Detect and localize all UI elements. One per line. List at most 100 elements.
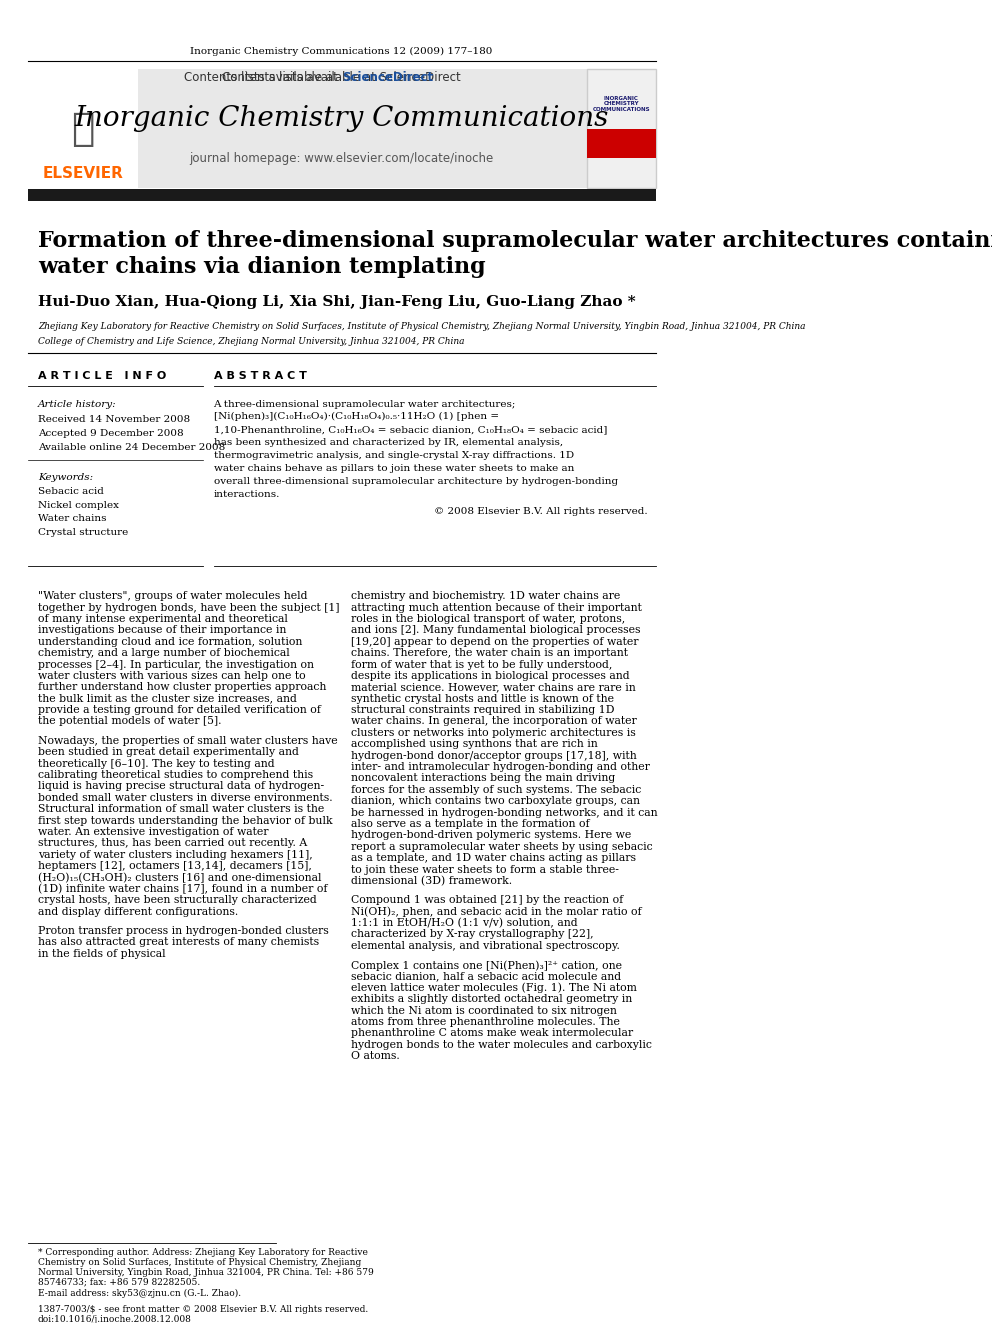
Text: be harnessed in hydrogen-bonding networks, and it can: be harnessed in hydrogen-bonding network… xyxy=(351,807,658,818)
Text: water. An extensive investigation of water: water. An extensive investigation of wat… xyxy=(38,827,269,837)
Text: Formation of three-dimensional supramolecular water architectures containing 1D: Formation of three-dimensional supramole… xyxy=(38,230,992,251)
Text: theoretically [6–10]. The key to testing and: theoretically [6–10]. The key to testing… xyxy=(38,758,275,769)
Text: (H₂O)₁₅(CH₃OH)₂ clusters [16] and one-dimensional: (H₂O)₁₅(CH₃OH)₂ clusters [16] and one-di… xyxy=(38,872,321,882)
Text: overall three-dimensional supramolecular architecture by hydrogen-bonding: overall three-dimensional supramolecular… xyxy=(213,476,618,486)
Text: form of water that is yet to be fully understood,: form of water that is yet to be fully un… xyxy=(351,660,613,669)
Text: structural constraints required in stabilizing 1D: structural constraints required in stabi… xyxy=(351,705,615,716)
Text: roles in the biological transport of water, protons,: roles in the biological transport of wat… xyxy=(351,614,626,624)
Text: E-mail address: sky53@zjnu.cn (G.-L. Zhao).: E-mail address: sky53@zjnu.cn (G.-L. Zha… xyxy=(38,1290,241,1298)
Text: Sebacic acid: Sebacic acid xyxy=(38,487,104,496)
Text: been studied in great detail experimentally and: been studied in great detail experimenta… xyxy=(38,747,299,757)
Text: INORGANIC
CHEMISTRY
COMMUNICATIONS: INORGANIC CHEMISTRY COMMUNICATIONS xyxy=(592,95,650,112)
Text: Inorganic Chemistry Communications 12 (2009) 177–180: Inorganic Chemistry Communications 12 (2… xyxy=(190,46,493,56)
Text: liquid is having precise structural data of hydrogen-: liquid is having precise structural data… xyxy=(38,782,324,791)
Text: Keywords:: Keywords: xyxy=(38,472,93,482)
Text: dimensional (3D) framework.: dimensional (3D) framework. xyxy=(351,876,513,886)
Text: which the Ni atom is coordinated to six nitrogen: which the Ni atom is coordinated to six … xyxy=(351,1005,617,1016)
Text: first step towards understanding the behavior of bulk: first step towards understanding the beh… xyxy=(38,815,332,826)
Text: A R T I C L E   I N F O: A R T I C L E I N F O xyxy=(38,372,166,381)
Text: water clusters with various sizes can help one to: water clusters with various sizes can he… xyxy=(38,671,306,681)
Text: also serve as a template in the formation of: also serve as a template in the formatio… xyxy=(351,819,590,830)
Text: crystal hosts, have been structurally characterized: crystal hosts, have been structurally ch… xyxy=(38,896,316,905)
Text: hydrogen-bond donor/acceptor groups [17,18], with: hydrogen-bond donor/acceptor groups [17,… xyxy=(351,750,637,761)
FancyBboxPatch shape xyxy=(28,189,656,201)
Text: variety of water clusters including hexamers [11],: variety of water clusters including hexa… xyxy=(38,849,312,860)
Text: Compound 1 was obtained [21] by the reaction of: Compound 1 was obtained [21] by the reac… xyxy=(351,896,624,905)
Text: chemistry and biochemistry. 1D water chains are: chemistry and biochemistry. 1D water cha… xyxy=(351,591,621,601)
Text: A B S T R A C T: A B S T R A C T xyxy=(213,372,307,381)
Text: structures, thus, has been carried out recently. A: structures, thus, has been carried out r… xyxy=(38,839,308,848)
Text: synthetic crystal hosts and little is known of the: synthetic crystal hosts and little is kn… xyxy=(351,693,614,704)
Text: ScienceDirect: ScienceDirect xyxy=(342,70,434,83)
Text: hydrogen bonds to the water molecules and carboxylic: hydrogen bonds to the water molecules an… xyxy=(351,1040,652,1050)
Text: calibrating theoretical studies to comprehend this: calibrating theoretical studies to compr… xyxy=(38,770,313,781)
Text: processes [2–4]. In particular, the investigation on: processes [2–4]. In particular, the inve… xyxy=(38,660,313,669)
Text: Complex 1 contains one [Ni(Phen)₃]²⁺ cation, one: Complex 1 contains one [Ni(Phen)₃]²⁺ cat… xyxy=(351,960,622,971)
Text: characterized by X-ray crystallography [22],: characterized by X-ray crystallography [… xyxy=(351,929,594,939)
Text: dianion, which contains two carboxylate groups, can: dianion, which contains two carboxylate … xyxy=(351,796,640,806)
Text: material science. However, water chains are rare in: material science. However, water chains … xyxy=(351,683,636,692)
Text: accomplished using synthons that are rich in: accomplished using synthons that are ric… xyxy=(351,740,598,749)
Text: Chemistry on Solid Surfaces, Institute of Physical Chemistry, Zhejiang: Chemistry on Solid Surfaces, Institute o… xyxy=(38,1258,361,1266)
Text: and ions [2]. Many fundamental biological processes: and ions [2]. Many fundamental biologica… xyxy=(351,626,641,635)
Text: of many intense experimental and theoretical: of many intense experimental and theoret… xyxy=(38,614,288,624)
Text: chains. Therefore, the water chain is an important: chains. Therefore, the water chain is an… xyxy=(351,648,628,658)
Text: investigations because of their importance in: investigations because of their importan… xyxy=(38,626,287,635)
Text: exhibits a slightly distorted octahedral geometry in: exhibits a slightly distorted octahedral… xyxy=(351,995,633,1004)
Text: 85746733; fax: +86 579 82282505.: 85746733; fax: +86 579 82282505. xyxy=(38,1278,200,1286)
Text: A three-dimensional supramolecular water architectures;: A three-dimensional supramolecular water… xyxy=(213,400,516,409)
Text: Zhejiang Key Laboratory for Reactive Chemistry on Solid Surfaces, Institute of P: Zhejiang Key Laboratory for Reactive Che… xyxy=(38,321,806,331)
Text: 1,10-Phenanthroline, C₁₀H₁₆O₄ = sebacic dianion, C₁₀H₁₈O₄ = sebacic acid]: 1,10-Phenanthroline, C₁₀H₁₆O₄ = sebacic … xyxy=(213,425,607,434)
Text: Article history:: Article history: xyxy=(38,400,116,409)
Text: water chains behave as pillars to join these water sheets to make an: water chains behave as pillars to join t… xyxy=(213,464,574,472)
Text: Structural information of small water clusters is the: Structural information of small water cl… xyxy=(38,804,324,814)
Text: Water chains: Water chains xyxy=(38,515,106,524)
Text: Nickel complex: Nickel complex xyxy=(38,500,119,509)
Text: and display different configurations.: and display different configurations. xyxy=(38,906,238,917)
Text: report a supramolecular water sheets by using sebacic: report a supramolecular water sheets by … xyxy=(351,841,653,852)
Text: Contents lists available at: Contents lists available at xyxy=(185,70,341,83)
Text: to join these water sheets to form a stable three-: to join these water sheets to form a sta… xyxy=(351,864,619,875)
Text: thermogravimetric analysis, and single-crystal X-ray diffractions. 1D: thermogravimetric analysis, and single-c… xyxy=(213,451,573,460)
Text: Inorganic Chemistry Communications: Inorganic Chemistry Communications xyxy=(74,106,609,132)
FancyBboxPatch shape xyxy=(587,128,656,159)
Text: understanding cloud and ice formation, solution: understanding cloud and ice formation, s… xyxy=(38,636,303,647)
Text: Contents lists available at ScienceDirect: Contents lists available at ScienceDirec… xyxy=(222,70,461,83)
Text: provide a testing ground for detailed verification of: provide a testing ground for detailed ve… xyxy=(38,705,320,716)
Text: elemental analysis, and vibrational spectroscopy.: elemental analysis, and vibrational spec… xyxy=(351,941,620,951)
Text: 🌳: 🌳 xyxy=(71,110,94,148)
Text: has also attracted great interests of many chemists: has also attracted great interests of ma… xyxy=(38,937,319,947)
Text: sebacic dianion, half a sebacic acid molecule and: sebacic dianion, half a sebacic acid mol… xyxy=(351,971,621,982)
Text: eleven lattice water molecules (Fig. 1). The Ni atom: eleven lattice water molecules (Fig. 1).… xyxy=(351,983,637,994)
Text: Proton transfer process in hydrogen-bonded clusters: Proton transfer process in hydrogen-bond… xyxy=(38,926,328,935)
Text: Normal University, Yingbin Road, Jinhua 321004, PR China. Tel: +86 579: Normal University, Yingbin Road, Jinhua … xyxy=(38,1267,374,1277)
Text: in the fields of physical: in the fields of physical xyxy=(38,949,166,959)
Text: water chains. In general, the incorporation of water: water chains. In general, the incorporat… xyxy=(351,717,637,726)
Text: atoms from three phenanthroline molecules. The: atoms from three phenanthroline molecule… xyxy=(351,1017,620,1027)
Text: Accepted 9 December 2008: Accepted 9 December 2008 xyxy=(38,429,184,438)
FancyBboxPatch shape xyxy=(28,69,656,188)
Text: further understand how cluster properties approach: further understand how cluster propertie… xyxy=(38,683,326,692)
Text: forces for the assembly of such systems. The sebacic: forces for the assembly of such systems.… xyxy=(351,785,642,795)
Text: Available online 24 December 2008: Available online 24 December 2008 xyxy=(38,443,225,452)
Text: Received 14 November 2008: Received 14 November 2008 xyxy=(38,415,190,425)
Text: attracting much attention because of their important: attracting much attention because of the… xyxy=(351,602,642,613)
Text: inter- and intramolecular hydrogen-bonding and other: inter- and intramolecular hydrogen-bondi… xyxy=(351,762,650,773)
Text: Nowadays, the properties of small water clusters have: Nowadays, the properties of small water … xyxy=(38,736,337,746)
Text: 1387-7003/$ - see front matter © 2008 Elsevier B.V. All rights reserved.: 1387-7003/$ - see front matter © 2008 El… xyxy=(38,1306,368,1314)
Text: College of Chemistry and Life Science, Zhejiang Normal University, Jinhua 321004: College of Chemistry and Life Science, Z… xyxy=(38,336,464,345)
Text: clusters or networks into polymeric architectures is: clusters or networks into polymeric arch… xyxy=(351,728,636,738)
Text: Crystal structure: Crystal structure xyxy=(38,528,128,537)
Text: the potential models of water [5].: the potential models of water [5]. xyxy=(38,717,221,726)
Text: [Ni(phen)₃](C₁₀H₁₆O₄)·(C₁₀H₁₈O₄)₀.₅·11H₂O (1) [phen =: [Ni(phen)₃](C₁₀H₁₆O₄)·(C₁₀H₁₈O₄)₀.₅·11H₂… xyxy=(213,413,499,422)
Text: heptamers [12], octamers [13,14], decamers [15],: heptamers [12], octamers [13,14], decame… xyxy=(38,861,311,871)
Text: ELSEVIER: ELSEVIER xyxy=(43,165,123,181)
Text: © 2008 Elsevier B.V. All rights reserved.: © 2008 Elsevier B.V. All rights reserved… xyxy=(434,508,648,516)
Text: bonded small water clusters in diverse environments.: bonded small water clusters in diverse e… xyxy=(38,792,332,803)
Text: the bulk limit as the cluster size increases, and: the bulk limit as the cluster size incre… xyxy=(38,693,297,704)
Text: * Corresponding author. Address: Zhejiang Key Laboratory for Reactive: * Corresponding author. Address: Zhejian… xyxy=(38,1248,368,1257)
FancyBboxPatch shape xyxy=(28,69,138,188)
Text: (1D) infinite water chains [17], found in a number of: (1D) infinite water chains [17], found i… xyxy=(38,884,327,894)
Text: as a template, and 1D water chains acting as pillars: as a template, and 1D water chains actin… xyxy=(351,853,636,863)
FancyBboxPatch shape xyxy=(587,69,656,188)
